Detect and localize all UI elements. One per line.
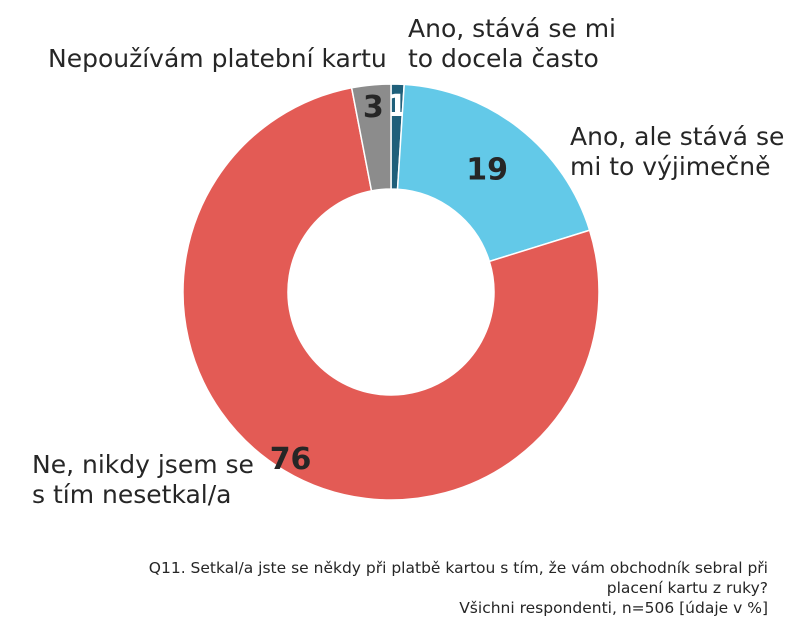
chart-footnote: Q11. Setkal/a jste se někdy při platbě k… (28, 558, 768, 618)
slice-vyjimecne (396, 83, 591, 263)
label-nikdy: Ne, nikdy jsem se s tím nesetkal/a (32, 450, 254, 509)
footnote-question-line1: Q11. Setkal/a jste se někdy při platbě k… (148, 559, 768, 577)
label-vyjimecne: Ano, ale stává se mi to výjimečně (570, 122, 785, 181)
data-label-nepouzivam: 3 (363, 90, 384, 125)
footnote-sample-note: Všichni respondenti, n=506 [údaje v %] (459, 599, 768, 617)
slice-nikdy (182, 86, 600, 501)
footnote-question-line2: placení kartu z ruky? (606, 579, 768, 597)
data-label-nikdy: 76 (270, 442, 312, 477)
data-label-vyjimecne: 19 (466, 152, 508, 187)
label-docela-casto: Ano, stává se mi to docela často (408, 14, 616, 73)
label-nepouzivam: Nepoužívám platební kartu (48, 44, 387, 73)
slice-nepouzivam (350, 83, 392, 192)
